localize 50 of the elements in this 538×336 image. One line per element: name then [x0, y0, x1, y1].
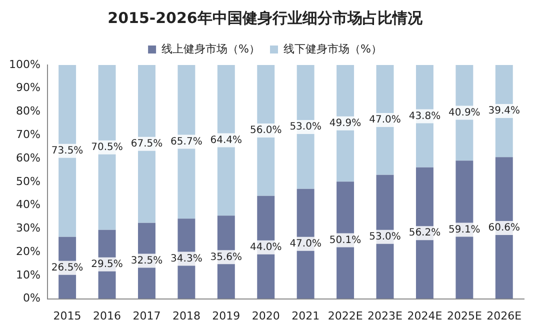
data-label: 56.2% [408, 228, 441, 239]
x-tick-label: 2025E [446, 309, 482, 322]
y-tick-label: 70% [16, 128, 40, 141]
data-label: 35.6% [210, 252, 242, 263]
y-tick-label: 20% [16, 244, 40, 258]
x-tick-label: 2024E [407, 309, 442, 322]
y-tick-label: 60% [16, 151, 40, 164]
x-tick-label: 2023E [368, 309, 403, 322]
data-label: 50.1% [329, 234, 362, 246]
chart-title: 2015-2026年中国健身行业细分市场占比情况 [108, 8, 424, 27]
data-label: 29.5% [91, 258, 123, 270]
data-label: 67.5% [130, 138, 163, 150]
y-tick-label: 50% [16, 174, 40, 188]
data-label: 43.8% [408, 110, 441, 122]
y-tick-label: 0% [22, 292, 40, 305]
y-tick-label: 40% [16, 198, 40, 212]
data-label: 47.0% [290, 238, 322, 250]
x-tick-label: 2022E [328, 309, 363, 322]
y-tick-label: 100% [8, 58, 40, 71]
x-tick-label: 2018 [172, 309, 200, 322]
x-tick-label: 2021 [292, 309, 320, 322]
y-tick-label: 80% [16, 104, 40, 118]
data-label: 40.9% [448, 107, 480, 118]
x-tick-label: 2019 [212, 309, 240, 322]
data-label: 65.7% [170, 136, 202, 148]
data-label: 53.0% [369, 231, 401, 242]
data-label: 32.5% [130, 255, 163, 266]
data-label: 34.3% [170, 253, 202, 264]
data-label: 64.4% [210, 134, 242, 146]
data-label: 56.0% [250, 125, 282, 136]
data-label: 49.9% [329, 118, 362, 129]
x-tick-label: 2026E [486, 309, 522, 322]
y-tick-label: 30% [16, 222, 40, 235]
data-label: 26.5% [51, 262, 84, 274]
data-label: 53.0% [290, 122, 322, 133]
x-tick-label: 2016 [93, 309, 122, 322]
legend-label: 线上健身市场（%） [162, 42, 260, 56]
y-tick-label: 90% [16, 81, 40, 94]
data-label: 59.1% [448, 224, 480, 236]
data-label: 70.5% [91, 142, 123, 154]
legend-label: 线下健身市场（%） [284, 42, 382, 56]
y-tick-label: 10% [16, 268, 40, 282]
x-tick-label: 2015 [53, 309, 82, 322]
x-tick-label: 2020 [252, 309, 280, 322]
data-label: 60.6% [488, 222, 520, 234]
data-label: 47.0% [369, 114, 401, 126]
x-tick-label: 2017 [132, 309, 161, 322]
data-label: 39.4% [488, 106, 520, 117]
data-label: 44.0% [250, 242, 282, 253]
data-label: 73.5% [51, 146, 84, 157]
